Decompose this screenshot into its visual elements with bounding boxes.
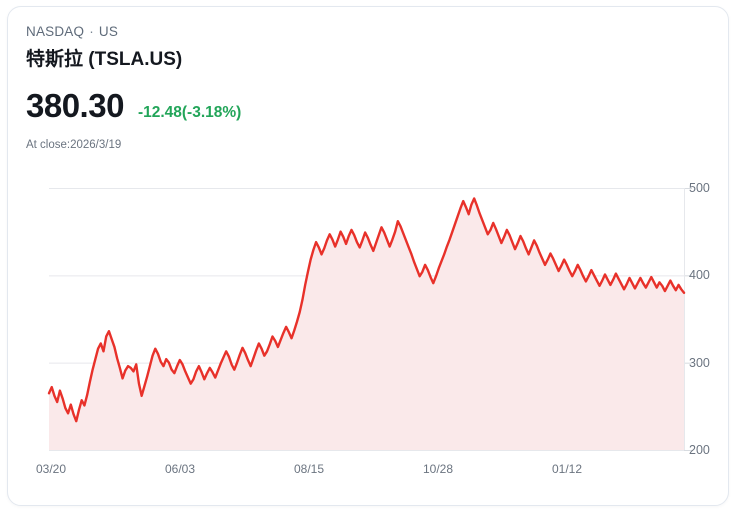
price-row: 380.30 -12.48(-3.18%) [26,87,686,125]
separator-dot: · [89,24,94,39]
current-price: 380.30 [26,87,124,124]
exchange-row: NASDAQ · US [26,23,686,41]
page-title: 特斯拉 (TSLA.US) [26,49,183,70]
x-axis-tick-label: 08/15 [293,462,325,476]
chart-canvas [47,188,692,451]
y-axis-tick-label: 200 [689,443,710,457]
area-fill [49,198,684,450]
price-change: -12.48(-3.18%) [137,104,242,121]
exchange-name: NASDAQ [26,24,85,39]
region-label: US [98,24,119,39]
y-axis-tick-label: 500 [689,181,710,195]
quote-header: NASDAQ · US 特斯拉 (TSLA.US) 380.30 -12.48(-3… [26,23,686,153]
price-chart: 200 300 400 500 03/20 06/03 08/15 10/28 01/12 [8,167,728,487]
x-axis-tick-label: 01/12 [551,462,583,476]
price-line [47,197,686,423]
x-axis-tick-label: 06/03 [164,462,196,476]
y-axis-tick-label: 300 [689,355,710,370]
close-timestamp: At close:2026/3/19 [26,139,122,151]
x-axis-tick-label: 03/20 [35,462,67,476]
x-axis-tick-label: 10/28 [422,462,454,476]
stock-quote-card: NASDAQ · US 特斯拉 (TSLA.US) 380.30 -12.48(-3… [7,6,729,506]
y-axis-tick-label: 400 [689,268,710,283]
